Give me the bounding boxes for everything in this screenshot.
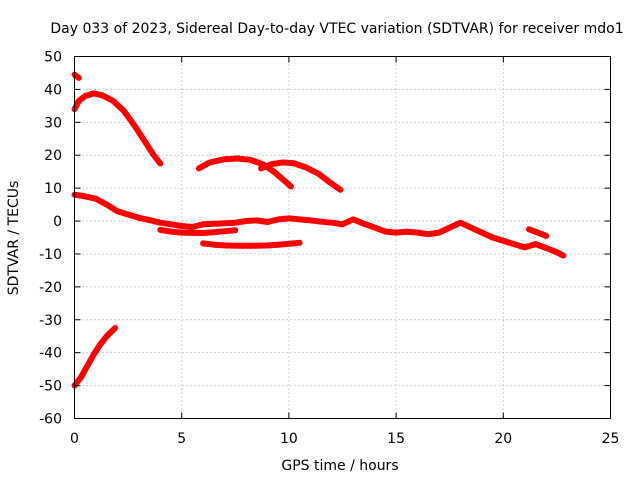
y-tick-label: 10 [44,181,62,197]
x-tick-label: 25 [602,431,620,447]
x-tick-label: 20 [494,431,512,447]
grid [74,56,611,419]
y-tick-label: -30 [39,313,62,329]
y-tick-label: 50 [44,50,62,66]
y-tick-label: -10 [39,247,62,263]
chart-title: Day 033 of 2023, Sidereal Day-to-day VTE… [50,21,623,37]
series-arc-5 [157,226,239,236]
y-tick-label: -50 [39,379,62,395]
series-arc-1 [71,90,164,167]
series-group [71,71,567,389]
series-arc-2 [195,155,294,190]
y-tick-label: 40 [44,82,62,98]
y-tick-label: -60 [39,412,62,428]
y-tick-label: 30 [44,115,62,131]
series-arc-7 [71,325,119,389]
x-axis-label: GPS time / hours [281,458,398,474]
y-tick-label: 20 [44,148,62,164]
x-tick-label: 10 [280,431,298,447]
y-axis-label: SDTVAR / TECUs [6,181,22,296]
y-tick-label: -20 [39,280,62,296]
y-tick-label: -40 [39,346,62,362]
series-arc-9 [526,226,550,239]
y-tick-label: 0 [53,214,62,230]
x-tick-label: 0 [70,431,79,447]
series-arc-6 [200,239,303,249]
series-arc-3 [258,159,344,193]
series-arc-8 [71,71,82,81]
plot-frame [74,56,611,419]
x-tick-label: 5 [177,431,186,447]
series-arc-4 [71,191,567,259]
x-tick-label: 15 [387,431,405,447]
